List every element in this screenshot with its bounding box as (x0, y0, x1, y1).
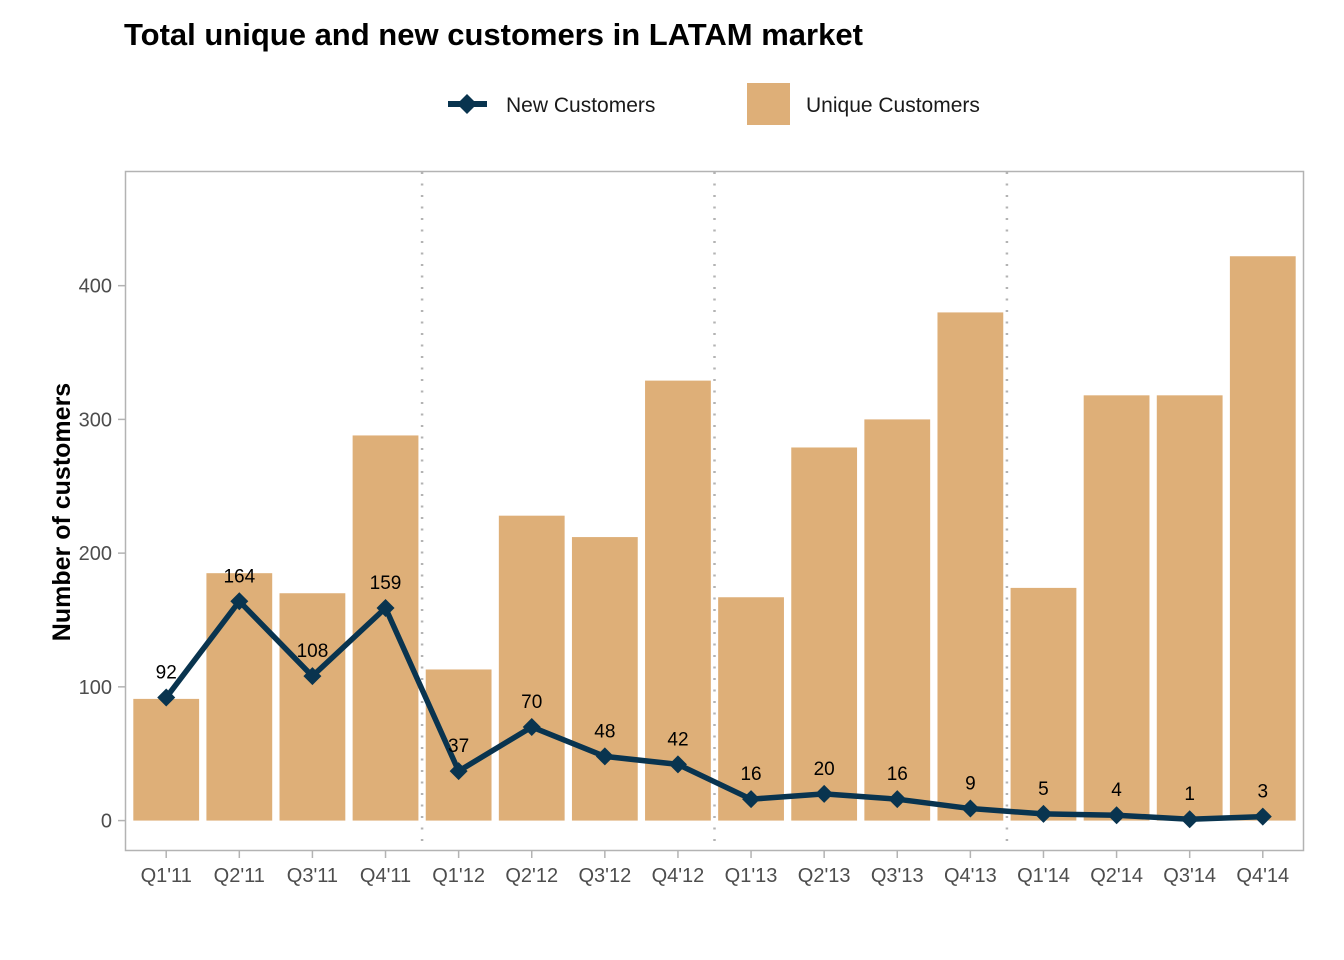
plot-panel-border (124, 170, 1305, 852)
x-tick-label: Q4'11 (360, 865, 411, 887)
x-tick-label: Q3'12 (578, 865, 631, 887)
x-tick-label: Q1'13 (725, 865, 778, 887)
data-label: 164 (223, 566, 255, 587)
bar (571, 537, 638, 821)
new-customers-line (164, 598, 1263, 822)
data-point-diamond (303, 667, 322, 686)
x-tick-label: Q2'14 (1090, 865, 1143, 887)
x-tick-label: Q4'12 (652, 865, 705, 887)
data-point-diamond (522, 717, 541, 736)
x-tick-label: Q1'11 (141, 865, 192, 887)
legend-item-unique-customers[interactable]: Unique Customers (747, 83, 980, 125)
x-tick-label: Q3'13 (871, 865, 924, 887)
x-tick-label: Q3'11 (287, 865, 338, 887)
data-point-diamond (961, 799, 980, 818)
data-label: 1 (1184, 784, 1195, 805)
data-point-diamond (376, 598, 395, 617)
legend-diamond-icon (457, 94, 477, 114)
data-point-diamond (595, 747, 614, 766)
x-tick-label: Q3'14 (1163, 865, 1216, 887)
bar (1229, 256, 1296, 821)
x-tick-label: Q2'11 (214, 865, 265, 887)
y-axis: 0 100 200 300 400 (79, 276, 126, 833)
chart-title: Total unique and new customers in LATAM … (124, 17, 863, 52)
data-point-diamond (1034, 804, 1053, 823)
bar (937, 312, 1004, 821)
legend-bar-swatch (747, 83, 790, 125)
legend-label-unique-customers: Unique Customers (806, 94, 980, 117)
bar (1156, 395, 1223, 821)
y-tick-label: 0 (101, 811, 112, 833)
line-series-new-customers (157, 592, 1272, 829)
data-label: 16 (887, 764, 908, 785)
year-separators (420, 172, 1009, 850)
data-label: 70 (521, 692, 542, 713)
x-axis: Q1'11 Q2'11 Q3'11 Q4'11 Q1'12 Q2'12 Q3'12 Q4'12… (141, 850, 1289, 887)
data-point-diamond (668, 755, 687, 774)
data-point-diamond (449, 762, 468, 781)
bar (1083, 395, 1150, 821)
y-tick-label: 200 (79, 543, 112, 565)
x-tick-label: Q2'12 (505, 865, 558, 887)
data-point-diamond (888, 790, 907, 809)
data-label: 159 (370, 573, 402, 594)
data-label: 4 (1111, 780, 1122, 801)
data-label: 3 (1258, 782, 1269, 803)
x-tick-label: Q1'14 (1017, 865, 1070, 887)
bar (498, 515, 565, 821)
y-tick-label: 100 (79, 677, 112, 699)
data-labels-new-customers: 92 164 108 159 37 70 48 42 16 20 16 9 5 4 1 3 (156, 566, 1268, 805)
data-label: 16 (740, 764, 761, 785)
bar (718, 597, 784, 821)
data-label: 42 (667, 729, 688, 750)
data-label: 37 (448, 736, 469, 757)
data-point-diamond (742, 790, 761, 809)
x-tick-label: Q4'13 (944, 865, 997, 887)
data-label: 9 (965, 774, 976, 795)
legend-label-new-customers: New Customers (506, 94, 655, 117)
data-point-diamond (230, 592, 249, 611)
x-tick-label: Q1'12 (432, 865, 485, 887)
bar (206, 573, 273, 821)
data-point-diamond (1253, 807, 1272, 826)
data-point-diamond (157, 688, 176, 707)
data-point-diamond (1107, 806, 1126, 825)
data-label: 5 (1038, 779, 1049, 800)
bar (1010, 587, 1077, 821)
data-label: 20 (814, 759, 835, 780)
bar (279, 593, 346, 821)
y-tick-label: 400 (79, 276, 112, 298)
bar (425, 669, 492, 821)
x-tick-label: Q4'14 (1236, 865, 1289, 887)
bar-series-unique-customers (133, 256, 1296, 821)
legend-item-new-customers[interactable]: New Customers (448, 94, 655, 117)
data-point-diamond (815, 784, 834, 803)
bar (133, 698, 200, 821)
x-tick-label: Q2'13 (798, 865, 851, 887)
data-point-diamond (1180, 810, 1199, 829)
y-tick-label: 300 (79, 409, 112, 431)
data-label: 92 (156, 663, 177, 684)
data-label: 48 (594, 721, 615, 742)
data-label: 108 (297, 641, 329, 662)
legend: New Customers Unique Customers (448, 83, 980, 125)
bar (645, 380, 711, 821)
y-axis-title: Number of customers (48, 383, 76, 641)
bar (791, 447, 858, 821)
bar (864, 419, 931, 821)
